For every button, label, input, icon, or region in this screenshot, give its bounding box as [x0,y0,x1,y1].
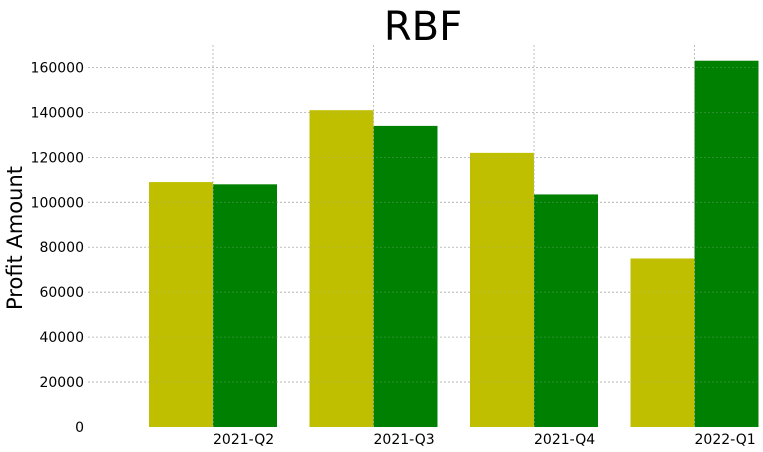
y-tick-label: 20000 [39,375,84,391]
bar-series-2-2021-Q4 [534,194,598,427]
x-tick-label: 2022-Q1 [695,432,756,448]
bar-series-1-2021-Q4 [470,152,534,427]
x-tick-label: 2021-Q2 [213,432,274,448]
x-tick-label: 2021-Q4 [534,432,595,448]
bar-series-1-2021-Q3 [309,110,374,427]
y-tick-label: 80000 [39,240,84,256]
bar-series-2-2021-Q3 [373,125,438,428]
y-tick-label: 0 [75,420,84,436]
y-tick-label: 100000 [31,195,84,211]
bar-series-2-2021-Q2 [213,184,277,427]
bars [88,45,759,428]
y-axis-label: Profit Amount [3,166,27,310]
x-tick-labels: 2021-Q2 2021-Q3 2021-Q4 2022-Q1 [213,432,756,448]
y-tick-label: 140000 [31,105,84,121]
y-tick-label: 120000 [31,150,84,166]
y-tick-label: 160000 [31,60,84,76]
y-tick-label: 60000 [39,285,84,301]
bar-series-2-2022-Q1 [694,60,759,428]
x-tick-label: 2021-Q3 [374,432,435,448]
bar-series-1-2022-Q1 [630,258,695,427]
y-tick-label: 40000 [39,330,84,346]
y-tick-labels: 0 20000 40000 60000 80000 100000 120000 140000 1… [31,60,84,436]
chart-title: RBF [384,4,462,50]
bar-series-1-2021-Q2 [149,182,213,427]
